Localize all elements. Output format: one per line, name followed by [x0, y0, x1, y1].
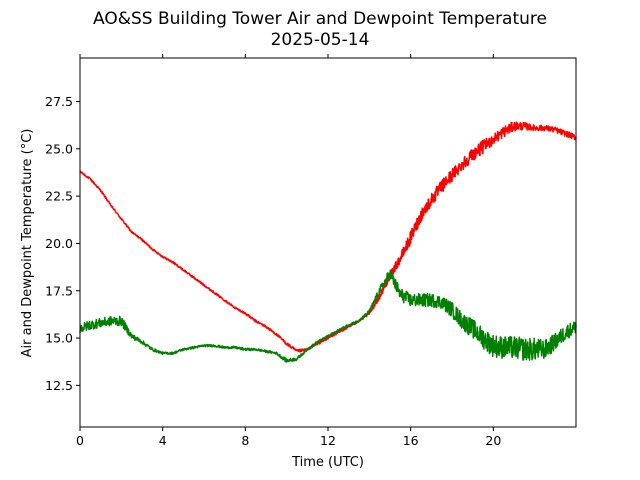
x-axis-label: Time (UTC) — [291, 455, 364, 470]
chart-title: AO&SS Building Tower Air and Dewpoint Te… — [93, 9, 547, 29]
x-axis: 0 4 8 12 16 20 — [76, 54, 501, 448]
x-tick-label: 4 — [159, 433, 167, 448]
y-tick-label: 15.0 — [45, 331, 73, 346]
x-tick-label: 12 — [320, 433, 336, 448]
y-tick-label: 12.5 — [45, 378, 73, 393]
x-tick-label: 20 — [485, 433, 501, 448]
y-tick-label: 17.5 — [45, 283, 73, 298]
y-axis-label: Air and Dewpoint Temperature (°C) — [20, 129, 35, 358]
x-tick-label: 8 — [241, 433, 249, 448]
series-line-2 — [79, 269, 577, 363]
chart-subtitle: 2025-05-14 — [271, 30, 370, 50]
y-tick-label: 25.0 — [45, 141, 73, 156]
series-layer — [79, 121, 577, 363]
plot-frame — [79, 57, 577, 428]
series-line-1 — [79, 121, 577, 353]
y-tick-label: 27.5 — [45, 94, 73, 109]
y-axis: 12.5 15.0 17.5 20.0 22.5 25.0 27.5 — [45, 94, 80, 393]
x-tick-label: 0 — [76, 433, 84, 448]
y-tick-label: 22.5 — [45, 189, 73, 204]
y-tick-label: 20.0 — [45, 236, 73, 251]
x-tick-label: 16 — [403, 433, 419, 448]
